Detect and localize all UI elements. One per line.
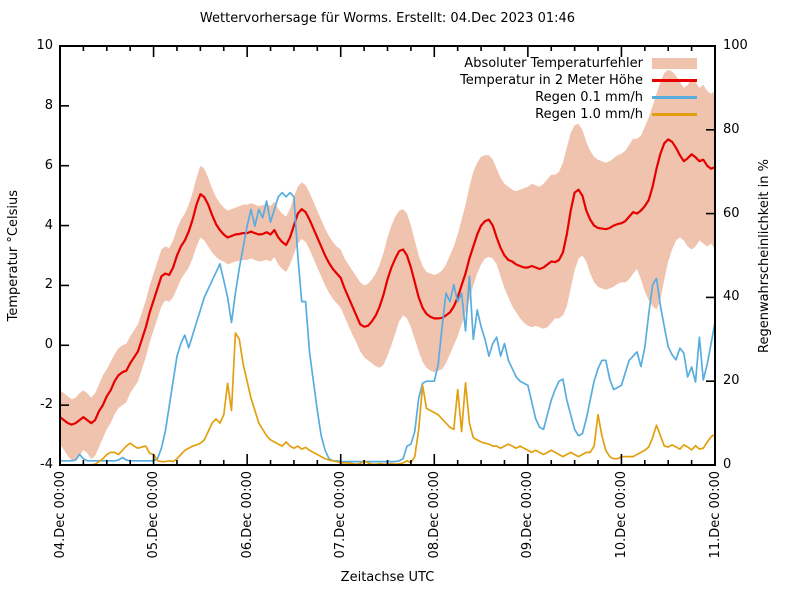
x-tick-label: 05.Dec 00:00: [146, 471, 162, 559]
legend-label: Regen 1.0 mm/h: [535, 107, 643, 122]
temperature-line: [58, 138, 717, 426]
legend-line-sample: [652, 113, 697, 116]
legend-line-sample: [652, 96, 697, 99]
legend-item: Absoluter Temperaturfehler: [0, 55, 697, 72]
x-tick-label: 04.Dec 00:00: [52, 471, 68, 559]
temperature-error-band: [60, 69, 715, 461]
y-right-tick-label: 60: [723, 205, 740, 221]
y-right-tick-label: 80: [723, 121, 740, 137]
y-left-tick-label: 6: [44, 157, 53, 173]
x-tick-label: 10.Dec 00:00: [613, 471, 629, 559]
legend-band-swatch: [652, 58, 697, 69]
y-right-tick-label: 0: [723, 457, 732, 472]
legend-item: Regen 1.0 mm/h: [0, 106, 697, 123]
legend-label: Absoluter Temperaturfehler: [464, 56, 643, 71]
x-tick-label: 11.Dec 00:00: [707, 471, 723, 559]
y-right-tick-label: 40: [723, 289, 740, 305]
y-axis-title-right-text: Regenwahrscheinlichkeit in %: [757, 158, 772, 353]
y-axis-title-left-text: Temperatur °Celsius: [6, 189, 21, 322]
chart-title: Wettervorhersage für Worms. Erstellt: 04…: [199, 11, 576, 26]
legend-label: Temperatur in 2 Meter Höhe: [460, 73, 643, 88]
y-right-tick-label: 20: [723, 373, 740, 389]
y-right-tick-label: 100: [723, 38, 748, 53]
x-tick-label: 08.Dec 00:00: [426, 471, 442, 559]
x-tick-label: 09.Dec 00:00: [520, 471, 536, 559]
y-left-tick-label: 2: [44, 277, 53, 293]
legend-item: Temperatur in 2 Meter Höhe: [0, 72, 697, 89]
x-tick-label: 06.Dec 00:00: [239, 471, 255, 559]
y-left-tick-label: 8: [44, 97, 53, 113]
legend: Absoluter Temperaturfehler Temperatur in …: [0, 55, 697, 123]
y-left-tick-label: -4: [40, 457, 53, 472]
y-left-tick-label: -2: [40, 397, 53, 413]
y-axis-title-right: Regenwahrscheinlichkeit in %: [757, 46, 777, 465]
legend-label: Regen 0.1 mm/h: [535, 90, 643, 105]
legend-item: Regen 0.1 mm/h: [0, 89, 697, 106]
x-axis-title: Zeitachse UTC: [340, 570, 435, 585]
y-left-tick-label: 0: [44, 337, 53, 353]
y-left-tick-label: 10: [36, 38, 53, 53]
legend-line-sample: [652, 79, 697, 82]
y-left-tick-label: 4: [44, 217, 53, 233]
x-tick-label: 07.Dec 00:00: [333, 471, 349, 559]
